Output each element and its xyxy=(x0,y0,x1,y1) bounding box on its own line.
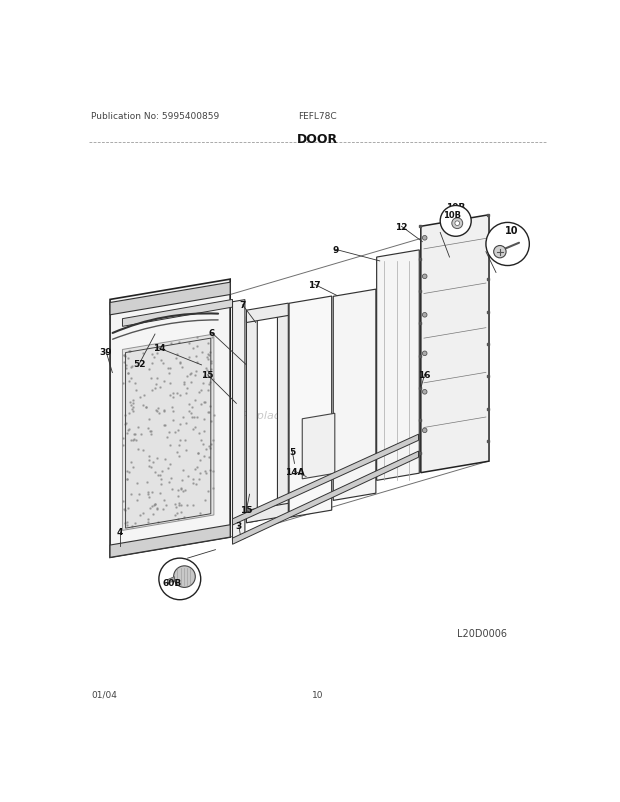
Polygon shape xyxy=(167,577,174,583)
Text: 7: 7 xyxy=(239,301,246,310)
Circle shape xyxy=(494,246,506,258)
Circle shape xyxy=(440,206,471,237)
Text: 6: 6 xyxy=(208,329,215,338)
Text: 4: 4 xyxy=(117,528,123,537)
Text: 52: 52 xyxy=(133,359,146,368)
Text: 16: 16 xyxy=(418,371,431,379)
Polygon shape xyxy=(123,300,232,327)
Text: 14A: 14A xyxy=(285,467,304,476)
Polygon shape xyxy=(247,504,288,523)
Polygon shape xyxy=(123,334,214,531)
Text: ©ReplacementParts.com: ©ReplacementParts.com xyxy=(232,411,373,420)
Text: 60B: 60B xyxy=(167,567,187,576)
Text: 17: 17 xyxy=(308,280,320,290)
Circle shape xyxy=(422,274,427,279)
Circle shape xyxy=(422,390,427,395)
Text: 14: 14 xyxy=(153,344,165,353)
Text: 10: 10 xyxy=(494,225,506,233)
Text: 10B: 10B xyxy=(443,211,461,220)
Polygon shape xyxy=(232,300,245,541)
Circle shape xyxy=(486,223,529,266)
Text: FEFL78C: FEFL78C xyxy=(298,111,337,120)
Circle shape xyxy=(422,428,427,433)
Circle shape xyxy=(452,218,463,229)
Circle shape xyxy=(159,558,201,600)
Text: Publication No: 5995400859: Publication No: 5995400859 xyxy=(92,111,219,120)
Circle shape xyxy=(455,221,459,226)
Circle shape xyxy=(174,566,195,588)
Polygon shape xyxy=(110,280,230,557)
Polygon shape xyxy=(334,290,376,500)
Polygon shape xyxy=(289,297,332,517)
Polygon shape xyxy=(110,283,230,315)
Polygon shape xyxy=(110,525,230,557)
Text: DOOR: DOOR xyxy=(297,133,339,146)
Polygon shape xyxy=(247,304,288,323)
Text: 01/04: 01/04 xyxy=(92,690,117,699)
Polygon shape xyxy=(303,414,335,480)
Polygon shape xyxy=(421,216,489,473)
Text: 3: 3 xyxy=(236,520,242,530)
Polygon shape xyxy=(232,452,418,545)
Text: 10: 10 xyxy=(312,690,324,699)
Text: L20D0006: L20D0006 xyxy=(458,628,507,638)
Text: 15: 15 xyxy=(202,371,214,380)
Text: 10B: 10B xyxy=(446,202,466,212)
Polygon shape xyxy=(247,315,257,523)
Circle shape xyxy=(422,237,427,241)
Circle shape xyxy=(422,313,427,318)
Text: 60B: 60B xyxy=(162,577,182,587)
Text: 15: 15 xyxy=(240,505,253,514)
Circle shape xyxy=(422,351,427,356)
Text: 5: 5 xyxy=(289,447,295,456)
Text: 10: 10 xyxy=(505,226,518,236)
Polygon shape xyxy=(377,250,419,480)
Polygon shape xyxy=(232,435,418,525)
Text: 12: 12 xyxy=(395,222,408,232)
Text: 9: 9 xyxy=(332,245,339,254)
Text: 39: 39 xyxy=(100,348,112,357)
Polygon shape xyxy=(278,315,288,517)
